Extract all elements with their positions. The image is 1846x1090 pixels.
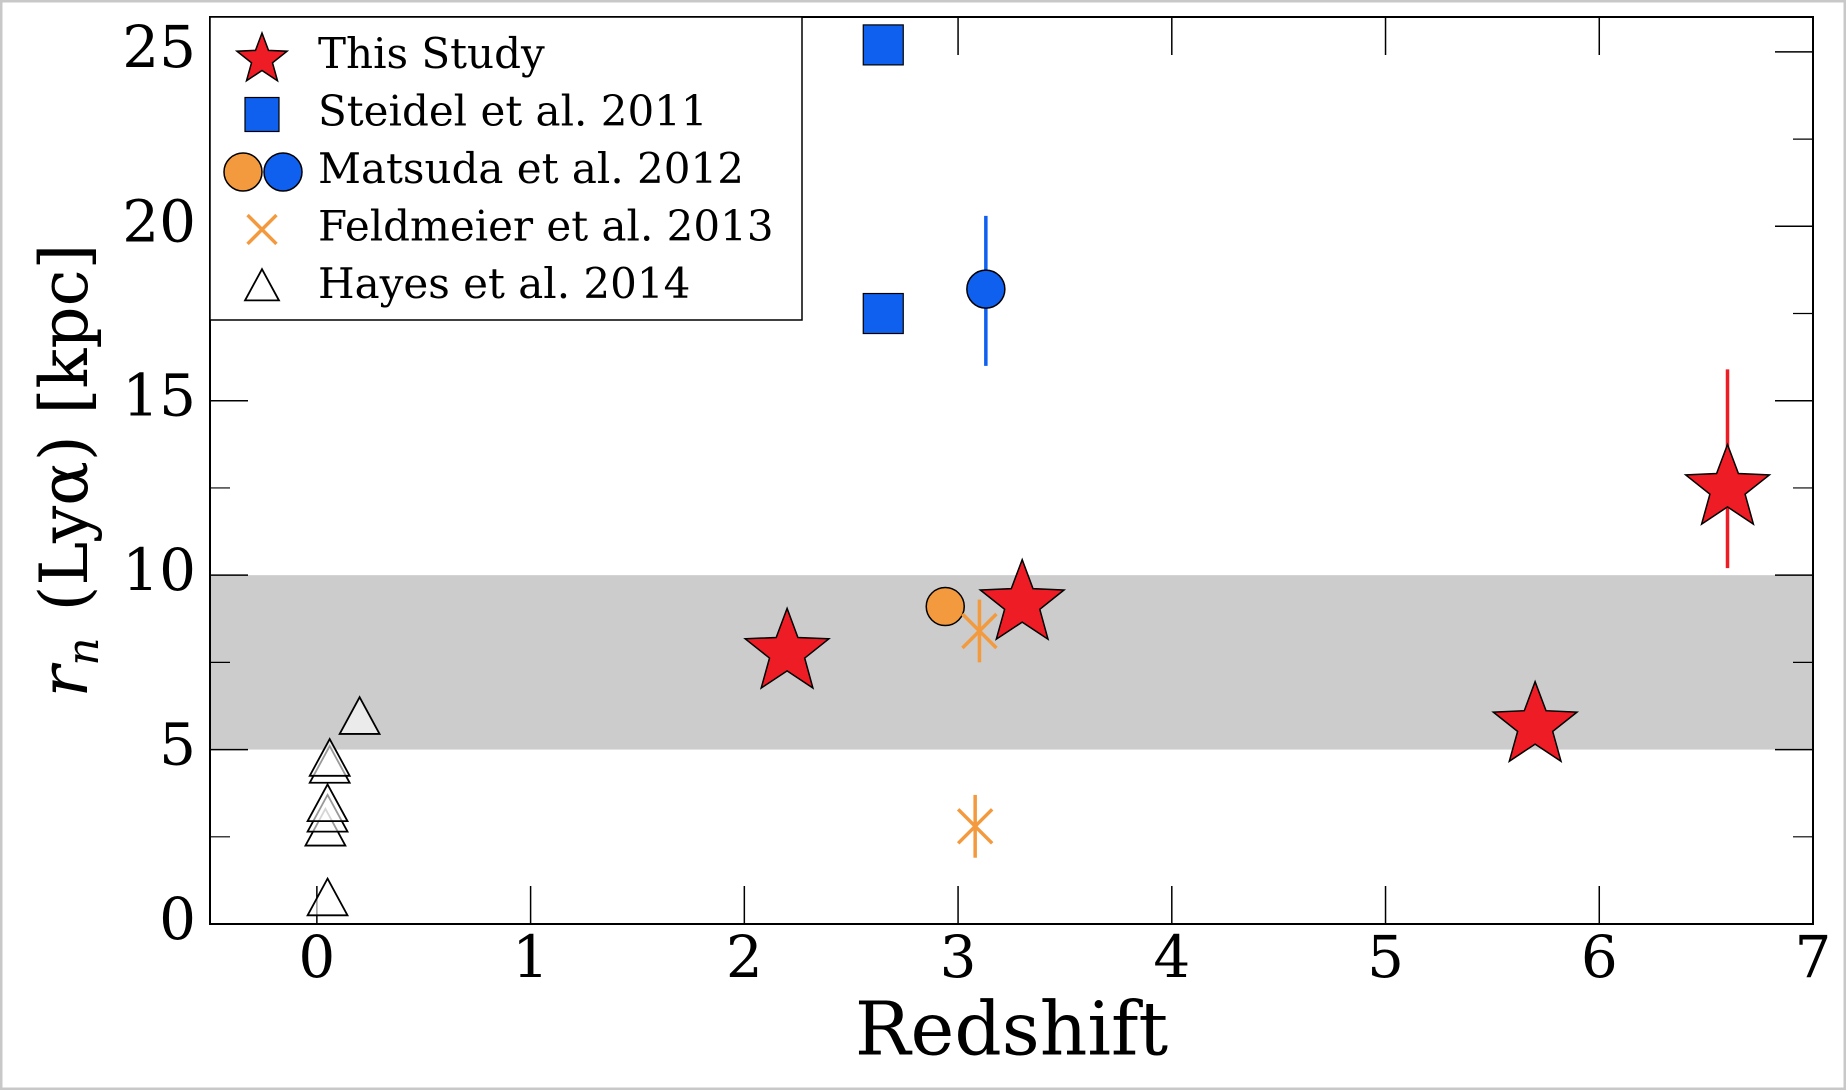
triangle-marker: [306, 876, 350, 917]
x-axis-label: Redshift: [855, 986, 1169, 1072]
circle-marker: [925, 586, 965, 627]
star-marker: [743, 606, 831, 690]
x-marker: [956, 808, 994, 845]
y-tick-label: 15: [122, 362, 196, 430]
y-label-part: (Lyα) [kpc]: [26, 244, 103, 612]
x-tick-label: 1: [512, 923, 549, 991]
star-marker: [978, 557, 1067, 641]
y-tick-label: 25: [122, 13, 196, 81]
y-label-part: r: [26, 662, 103, 697]
star-marker: [1491, 679, 1580, 764]
y-tick-label: 10: [122, 536, 196, 604]
legend-marker: [263, 152, 303, 192]
triangle-marker: [306, 782, 350, 823]
legend-box: [209, 16, 803, 321]
legend-marker: [223, 152, 263, 192]
y-axis-label: rn (Lyα) [kpc]: [26, 244, 109, 698]
x-tick-label: 7: [1795, 923, 1832, 991]
x-tick-label: 2: [726, 923, 763, 991]
x-tick-label: 4: [1153, 923, 1190, 991]
legend-label: Steidel et al. 2011: [318, 87, 708, 136]
legend-marker: [244, 96, 280, 133]
x-tick-label: 5: [1367, 923, 1404, 991]
square-marker: [862, 292, 904, 335]
y-tick-label: 0: [159, 885, 196, 953]
x-tick-label: 0: [298, 923, 335, 991]
x-tick-label: 3: [940, 923, 977, 991]
legend-label: Hayes et al. 2014: [318, 259, 690, 308]
legend-label: Feldmeier et al. 2013: [318, 202, 774, 251]
star-marker: [1683, 442, 1772, 526]
legend-marker: [243, 267, 281, 302]
x-marker: [961, 612, 998, 650]
square-marker: [862, 24, 904, 66]
circle-marker: [966, 269, 1006, 309]
legend-marker: [234, 30, 290, 83]
legend-marker: [246, 213, 278, 246]
x-tick-label: 6: [1581, 923, 1618, 991]
legend-label: Matsuda et al. 2012: [318, 144, 744, 193]
axes-frame: [209, 16, 1814, 925]
triangle-marker: [338, 695, 382, 735]
legend-label: This Study: [318, 29, 545, 78]
triangle-marker: [308, 737, 352, 777]
y-tick-label: 5: [159, 711, 196, 779]
y-label-part: n: [58, 637, 109, 665]
y-tick-label: 20: [122, 187, 196, 255]
